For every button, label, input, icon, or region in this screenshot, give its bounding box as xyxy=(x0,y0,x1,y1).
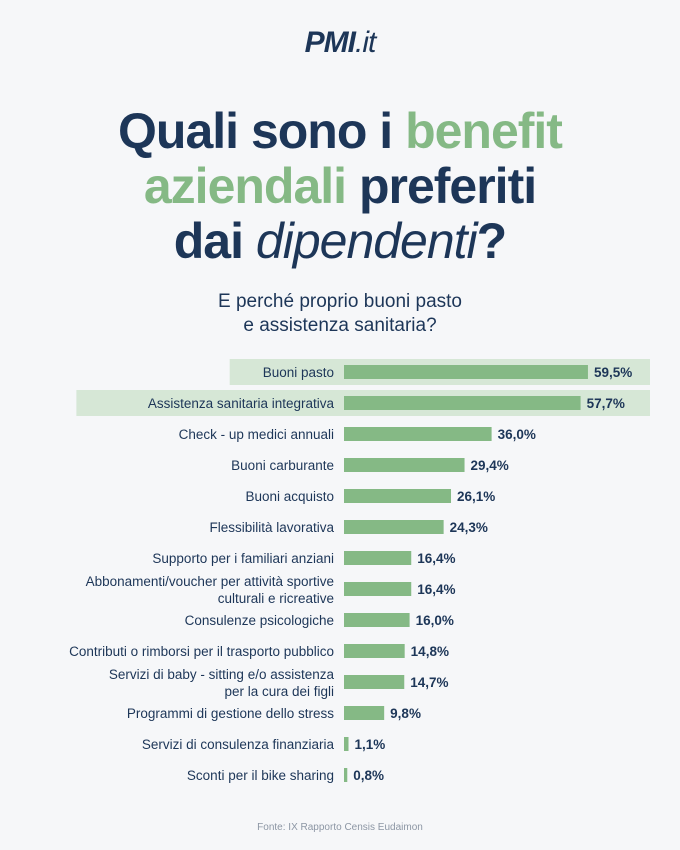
bar xyxy=(344,737,349,751)
bar-value-label: 1,1% xyxy=(355,737,386,752)
bar xyxy=(344,613,410,627)
bar-value-label: 36,0% xyxy=(498,427,536,442)
bar-category-label: Flessibilità lavorativa xyxy=(209,520,334,535)
bar-category-label: Servizi di consulenza finanziaria xyxy=(142,737,335,752)
bar-value-label: 14,8% xyxy=(411,644,449,659)
bar xyxy=(344,458,465,472)
bar-value-label: 26,1% xyxy=(457,489,495,504)
bar-value-label: 24,3% xyxy=(450,520,488,535)
bar xyxy=(344,365,588,379)
bar-category-label: Servizi di baby - sitting e/o assistenza xyxy=(109,667,335,682)
bar xyxy=(344,489,452,503)
bar-value-label: 29,4% xyxy=(471,458,509,473)
bar-value-label: 16,0% xyxy=(416,613,454,628)
bar-category-label: Assistenza sanitaria integrativa xyxy=(148,396,335,411)
bar xyxy=(344,520,444,534)
bar xyxy=(344,768,348,782)
title-highlight: benefit xyxy=(405,103,563,159)
subtitle-line: e assistenza sanitaria? xyxy=(243,315,437,336)
bar-value-label: 16,4% xyxy=(417,582,455,597)
bar-category-label: Sconti per il bike sharing xyxy=(187,768,334,783)
subtitle: E perché proprio buoni pasto e assistenz… xyxy=(0,290,680,338)
bar xyxy=(344,396,581,410)
bar-value-label: 9,8% xyxy=(390,706,421,721)
bar-category-label: Supporto per i familiari anziani xyxy=(152,551,334,566)
title-part: ? xyxy=(476,213,508,269)
logo-suffix: .it xyxy=(355,26,376,59)
bar-value-label: 14,7% xyxy=(410,675,448,690)
title-highlight: aziendali xyxy=(143,158,347,214)
title-italic: dipendenti xyxy=(255,213,478,269)
bar-category-label: per la cura dei figli xyxy=(224,684,334,699)
title-part: dai xyxy=(173,213,256,269)
bar-category-label: Check - up medici annuali xyxy=(179,427,334,442)
bar xyxy=(344,644,405,658)
bar-category-label: Buoni pasto xyxy=(263,365,334,380)
bar-category-label: Buoni carburante xyxy=(231,458,334,473)
pmi-logo: PMI.it xyxy=(0,26,680,60)
bar-category-label: Buoni acquisto xyxy=(245,489,334,504)
bar xyxy=(344,551,412,565)
bar-value-label: 59,5% xyxy=(594,365,632,380)
bar-category-label: Programmi di gestione dello stress xyxy=(127,706,334,721)
subtitle-line: E perché proprio buoni pasto xyxy=(218,291,462,312)
page-title: Quali sono i benefit aziendali preferiti… xyxy=(0,104,680,269)
bar-category-label: Abbonamenti/voucher per attività sportiv… xyxy=(86,574,334,589)
bar-value-label: 57,7% xyxy=(587,396,625,411)
title-part: preferiti xyxy=(346,158,537,214)
bar xyxy=(344,582,412,596)
source-note: Fonte: IX Rapporto Censis Eudaimon xyxy=(257,822,423,833)
bar-category-label: Contributi o rimborsi per il trasporto p… xyxy=(69,644,334,659)
title-part: Quali sono i xyxy=(118,103,406,159)
benefit-bar-chart: Buoni pasto 59,5% Assistenza sanitaria int… xyxy=(69,359,650,783)
bar xyxy=(344,427,492,441)
bar xyxy=(344,706,385,720)
bar-category-label: Consulenze psicologiche xyxy=(185,613,334,628)
bar xyxy=(344,675,405,689)
bar-value-label: 16,4% xyxy=(417,551,455,566)
bar-category-label: culturali e ricreative xyxy=(218,591,334,606)
bar-value-label: 0,8% xyxy=(353,768,384,783)
logo-brand: PMI xyxy=(304,26,356,59)
